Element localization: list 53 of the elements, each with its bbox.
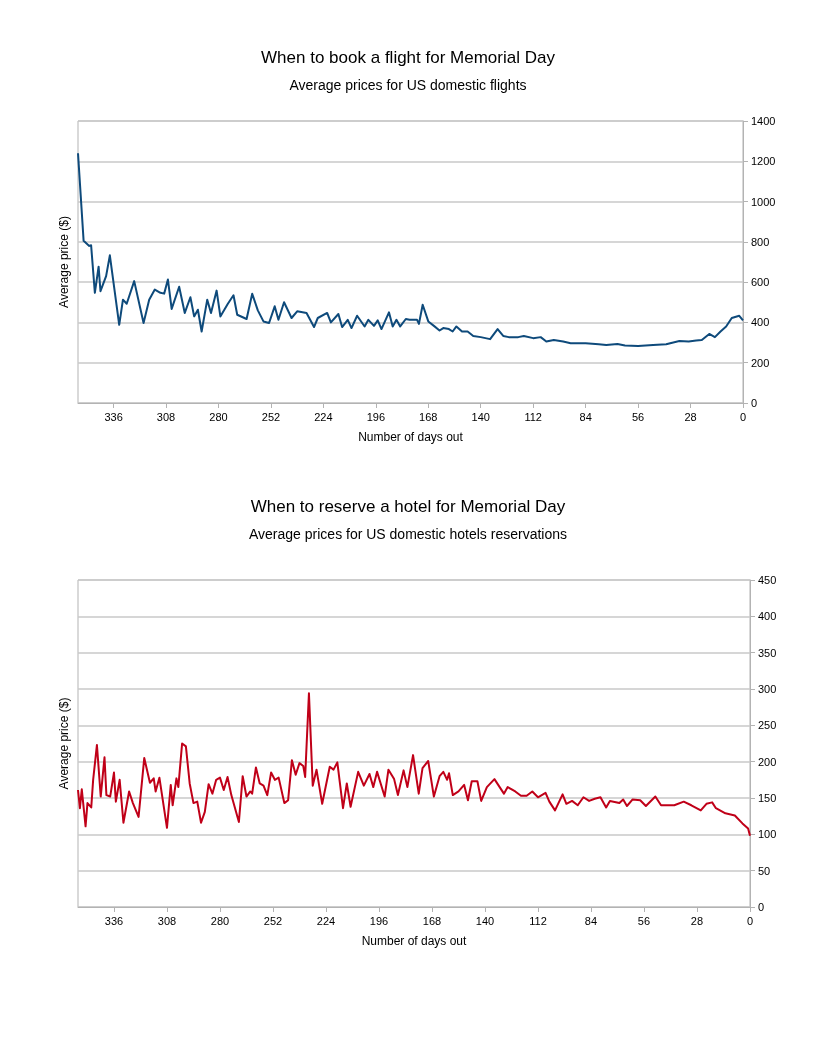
y-tick-label: 50	[758, 864, 771, 877]
x-tick-label: 28	[690, 914, 704, 927]
x-tick-label: 252	[261, 410, 281, 423]
x-axis-title: Number of days out	[358, 430, 464, 444]
x-tick-label: 56	[637, 914, 651, 927]
x-tick-label: 336	[104, 914, 124, 927]
y-axis-title: Average price ($)	[57, 697, 71, 790]
x-tick-label: 112	[529, 914, 547, 927]
x-tick-label: 280	[209, 410, 228, 423]
x-tick-label: 196	[366, 410, 386, 423]
y-tick-label: 150	[758, 792, 777, 804]
x-tick-label: 252	[263, 914, 283, 927]
x-tick-label: 56	[631, 410, 645, 423]
x-tick-label: 112	[524, 410, 542, 423]
x-tick-label: 84	[584, 914, 598, 927]
x-tick-label: 196	[369, 914, 389, 927]
chart-title: When to reserve a hotel for Memorial Day	[250, 497, 566, 516]
y-tick-label: 0	[758, 901, 765, 913]
y-tick-label: 250	[758, 719, 777, 732]
x-tick-label: 224	[314, 410, 333, 423]
chart-subtitle: Average prices for US domestic hotels reservations	[249, 526, 567, 542]
y-tick-label: 450	[758, 574, 777, 586]
y-tick-label: 600	[751, 276, 770, 289]
x-tick-label: 336	[104, 410, 123, 423]
x-tick-label: 84	[579, 410, 592, 423]
x-tick-label: 168	[422, 914, 442, 927]
y-tick-label: 400	[751, 316, 770, 329]
x-axis-title: Number of days out	[361, 934, 468, 948]
x-tick-label: 308	[156, 410, 176, 423]
line-series	[77, 692, 751, 837]
chart-subtitle: Average prices for US domestic flights	[289, 77, 527, 93]
y-tick-label: 350	[758, 646, 777, 659]
x-tick-label: 0	[739, 410, 747, 423]
line-series	[77, 152, 744, 347]
y-tick-label: 300	[758, 683, 777, 695]
y-tick-label: 0	[751, 397, 758, 409]
y-tick-label: 400	[758, 610, 777, 623]
x-tick-label: 168	[419, 410, 438, 423]
y-tick-label: 200	[751, 356, 770, 369]
y-tick-label: 800	[751, 235, 770, 248]
chart-title: When to book a flight for Memorial Day	[261, 48, 556, 67]
y-tick-label: 100	[758, 828, 777, 841]
x-tick-label: 280	[210, 914, 230, 927]
x-tick-label: 140	[471, 410, 490, 423]
y-tick-label: 1400	[751, 115, 776, 127]
x-tick-label: 28	[684, 410, 697, 423]
y-axis-title: Average price ($)	[57, 216, 71, 308]
x-tick-label: 224	[316, 914, 336, 927]
y-tick-label: 1000	[751, 195, 776, 208]
y-tick-label: 1200	[751, 155, 776, 168]
y-tick-label: 200	[758, 755, 777, 768]
x-tick-label: 308	[157, 914, 177, 927]
x-tick-label: 140	[475, 914, 495, 927]
